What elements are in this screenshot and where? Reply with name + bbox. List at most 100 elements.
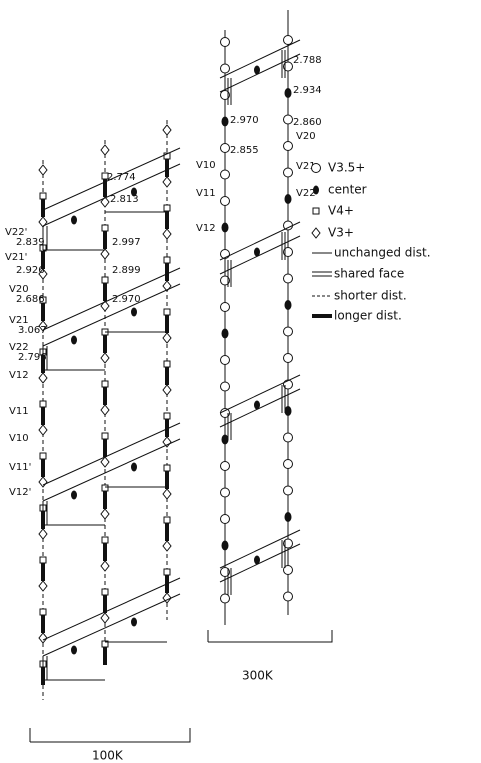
shape — [163, 385, 171, 395]
shape — [221, 515, 230, 524]
site-label: V10 — [196, 160, 216, 171]
bracket — [30, 728, 190, 742]
shape — [163, 541, 171, 551]
shape — [102, 537, 108, 543]
shape — [285, 194, 292, 204]
shape — [254, 401, 260, 410]
distance-label: 2.970 — [230, 115, 259, 126]
shape — [40, 193, 46, 199]
shape — [102, 225, 108, 231]
shape — [221, 64, 230, 73]
shape — [164, 309, 170, 315]
distance-label: 2.860 — [293, 117, 322, 128]
shape — [40, 609, 46, 615]
shape — [102, 433, 108, 439]
shape — [221, 38, 230, 47]
shape — [71, 216, 77, 225]
shape — [284, 433, 293, 442]
shape — [221, 303, 230, 312]
shape — [284, 486, 293, 495]
shape — [40, 557, 46, 563]
shape — [285, 300, 292, 310]
shape — [101, 353, 109, 363]
distance-label: 3.067 — [18, 325, 47, 336]
shape — [43, 439, 180, 501]
shape — [254, 66, 260, 75]
site-label: V21' — [5, 252, 27, 263]
bracket — [208, 630, 332, 642]
distance-label: 2.788 — [293, 55, 322, 66]
shape — [39, 581, 47, 591]
shape — [101, 509, 109, 519]
caption: 100K — [92, 749, 124, 763]
shape — [221, 488, 230, 497]
distance-label: 2.839 — [16, 237, 45, 248]
distance-label: 2.774 — [107, 172, 136, 183]
shape — [222, 117, 229, 127]
distance-label: 2.855 — [230, 145, 259, 156]
site-label: V11' — [9, 462, 31, 473]
distance-label: 2.970 — [112, 294, 141, 305]
legend-label: longer dist. — [334, 309, 402, 323]
shape — [284, 142, 293, 151]
caption: 300K — [242, 669, 274, 683]
legend-label: center — [328, 183, 367, 197]
legend-label: V3+ — [328, 226, 354, 240]
shape — [164, 257, 170, 263]
shape — [39, 165, 47, 175]
legend-label: shorter dist. — [334, 289, 407, 303]
shape — [40, 453, 46, 459]
shape — [222, 541, 229, 551]
shape — [285, 88, 292, 98]
site-label: V11 — [196, 188, 216, 199]
shape — [163, 489, 171, 499]
site-label: V12 — [196, 223, 216, 234]
shape — [43, 578, 180, 640]
shape — [163, 437, 171, 447]
shape — [71, 336, 77, 345]
shape — [164, 205, 170, 211]
site-label: V12' — [9, 487, 31, 498]
shape — [101, 197, 109, 207]
shape — [164, 569, 170, 575]
shape — [285, 406, 292, 416]
shape — [102, 485, 108, 491]
shape — [284, 115, 293, 124]
shape — [284, 460, 293, 469]
shape — [39, 425, 47, 435]
shape — [71, 491, 77, 500]
site-label: V10 — [9, 433, 29, 444]
site-label: V22' — [5, 227, 27, 238]
site-label: V20 — [296, 131, 316, 142]
site-label: V11 — [9, 406, 29, 417]
distance-label: 2.796 — [18, 352, 47, 363]
shape — [101, 301, 109, 311]
shape — [221, 170, 230, 179]
shape — [40, 401, 46, 407]
shape — [284, 592, 293, 601]
shape — [284, 274, 293, 283]
site-label: V22 — [9, 342, 29, 353]
shape — [284, 36, 293, 45]
shape — [254, 248, 260, 257]
shape — [102, 381, 108, 387]
shape — [163, 125, 171, 135]
shape — [43, 423, 180, 485]
shape — [221, 144, 230, 153]
legend: V3.5+ center V4+ V3+ unchanged dist. sha… — [312, 161, 431, 323]
shape — [101, 145, 109, 155]
shape — [221, 356, 230, 365]
shape — [101, 561, 109, 571]
shape — [221, 197, 230, 206]
shape — [163, 229, 171, 239]
distance-label: 2.899 — [112, 265, 141, 276]
chains — [39, 10, 300, 700]
shape — [163, 177, 171, 187]
site-label: V12 — [9, 370, 29, 381]
shape — [39, 633, 47, 643]
shape — [71, 646, 77, 655]
legend-label: unchanged dist. — [334, 246, 431, 260]
distance-label: 2.997 — [112, 237, 141, 248]
distance-label: 2.926 — [16, 265, 45, 276]
shape — [164, 465, 170, 471]
